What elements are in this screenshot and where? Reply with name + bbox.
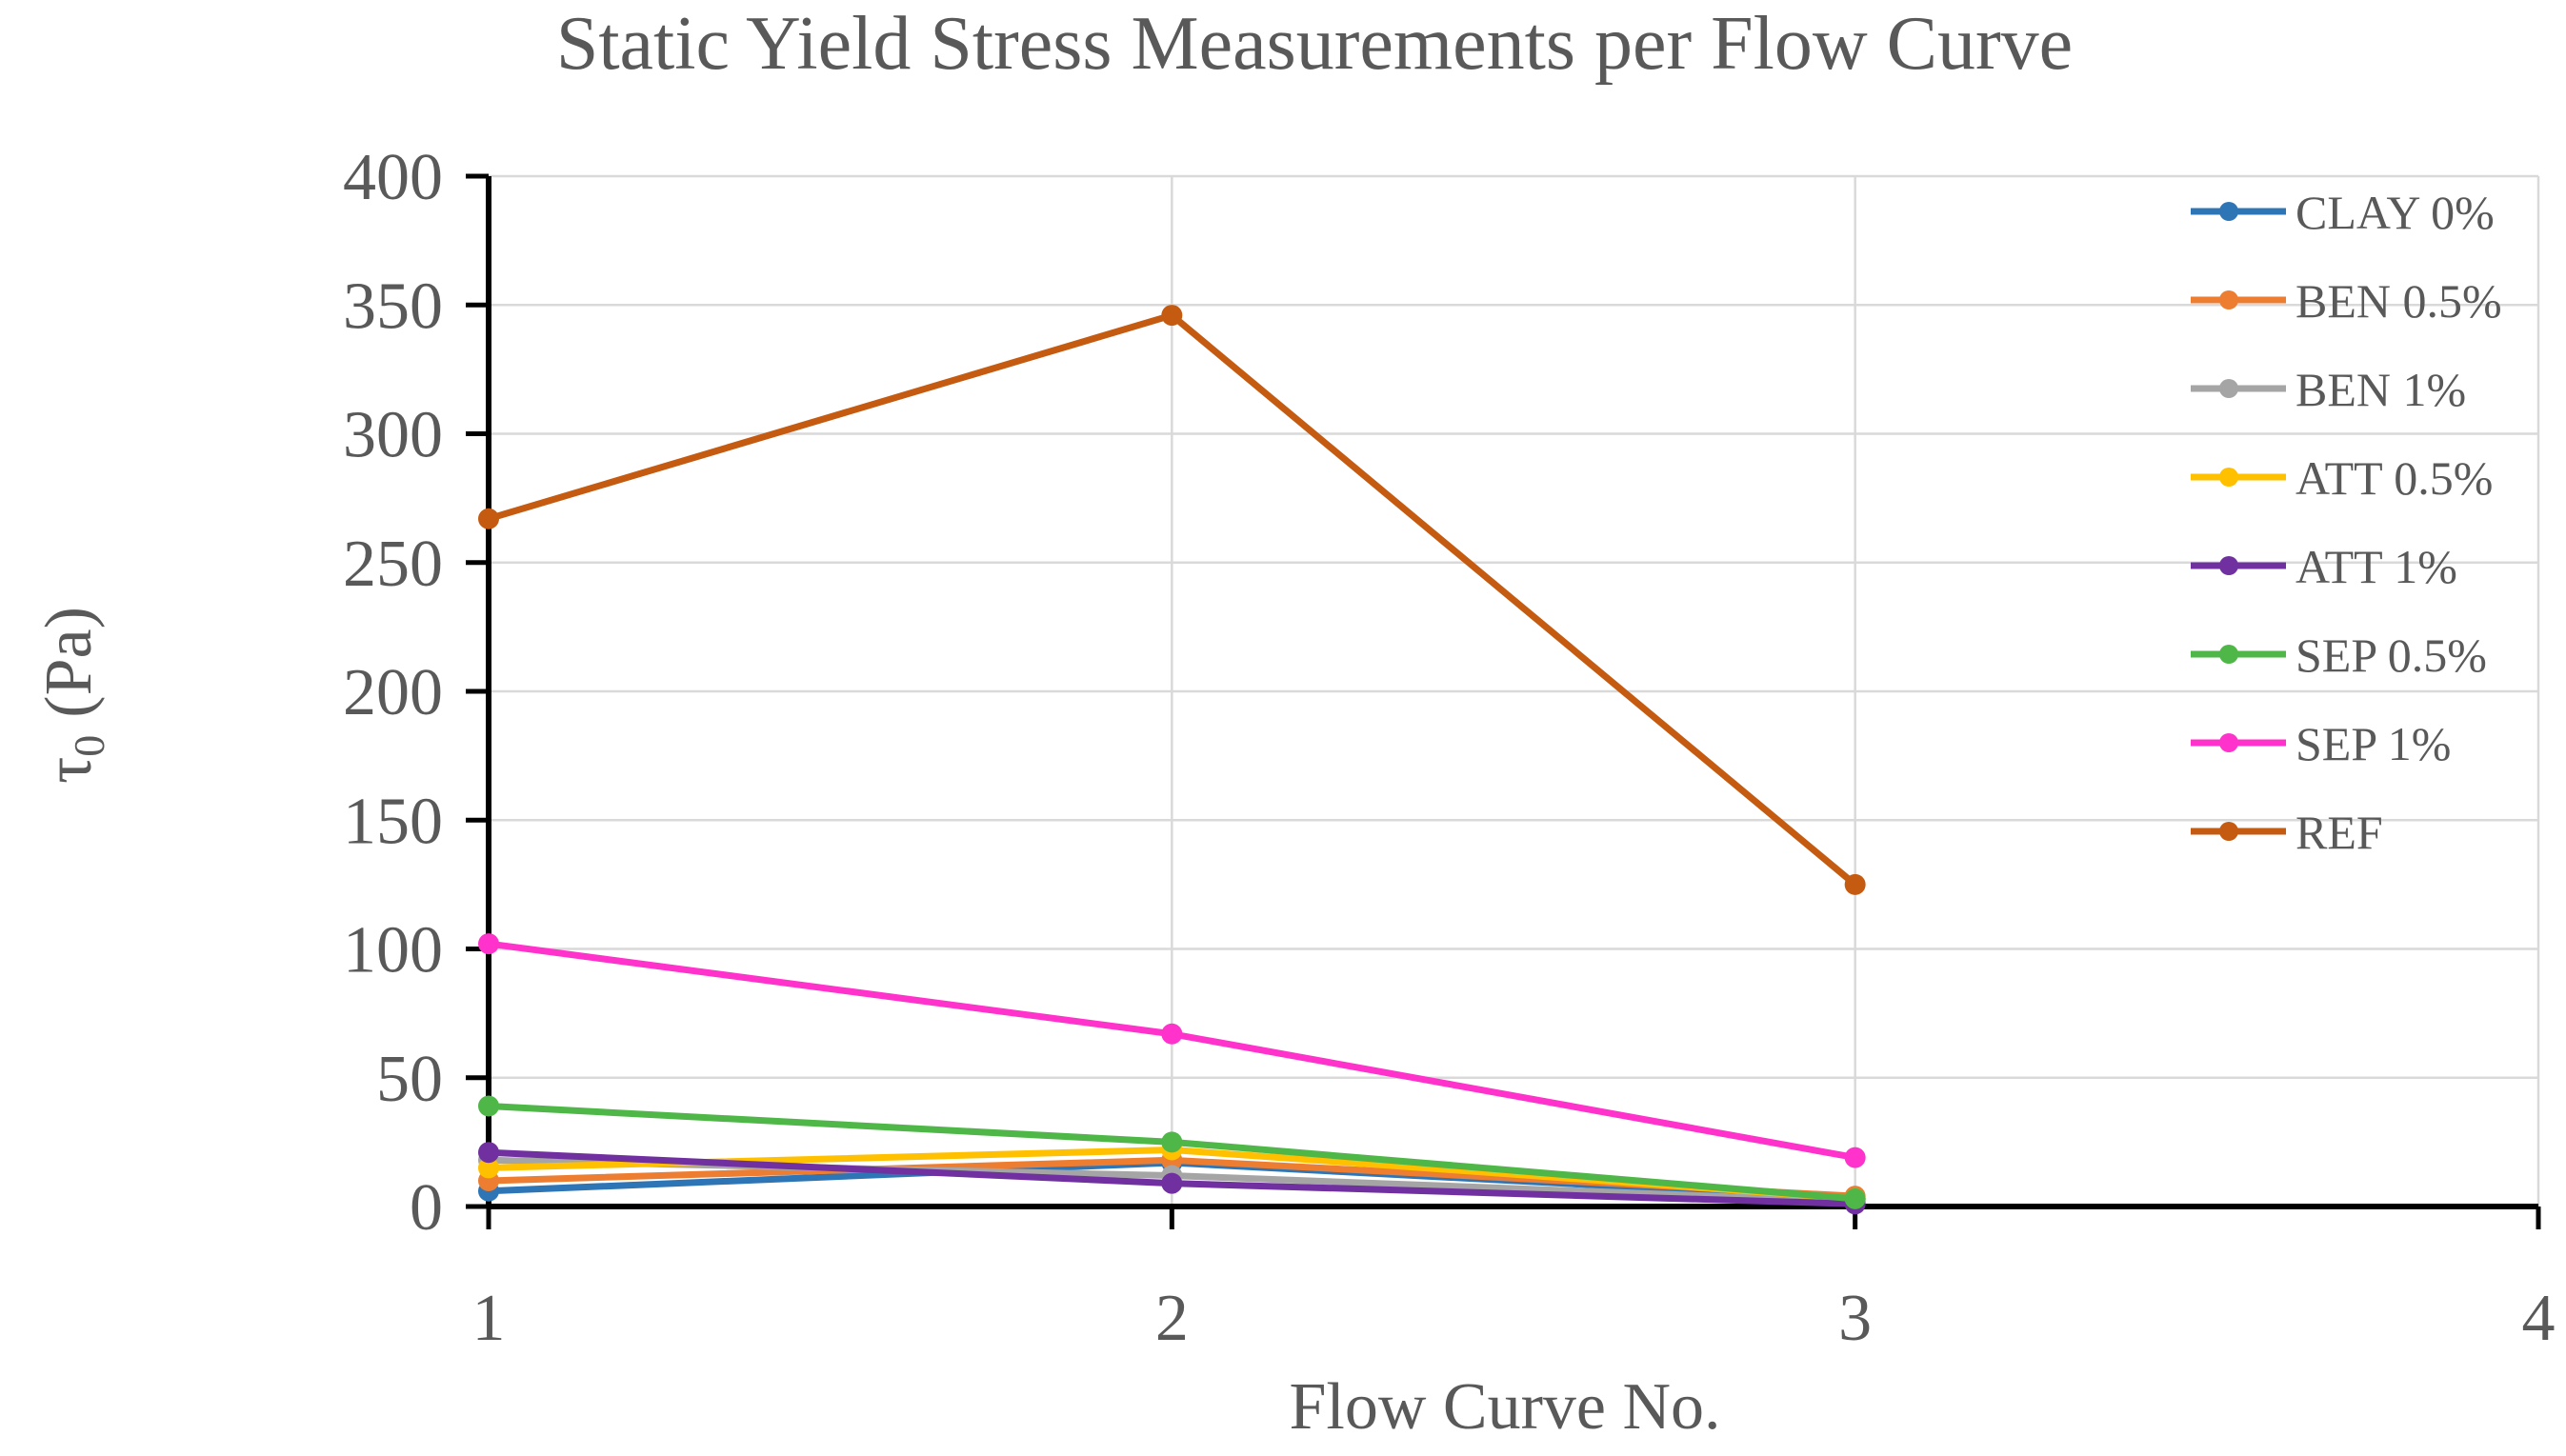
legend-item-att-0-5: ATT 0.5%	[2191, 451, 2493, 505]
y-tick-label-350: 350	[343, 269, 443, 343]
legend-item-ben-0-5: BEN 0.5%	[2191, 274, 2502, 328]
data-point-att-1-2	[1161, 1172, 1183, 1194]
tick-labels: 0 50 100 150 200 250 300 350 400 1 2 3 4	[343, 141, 2556, 1355]
data-point-sep-1-3	[1844, 1147, 1866, 1168]
y-axis-title: τ0 (Pa)	[32, 607, 113, 784]
series-sep-0-5	[478, 1095, 1866, 1209]
x-axis-title: Flow Curve No.	[1289, 1370, 1720, 1444]
data-point-sep-1-2	[1161, 1023, 1183, 1045]
legend-label-ben-0-5: BEN 0.5%	[2295, 274, 2502, 328]
y-tick-label-100: 100	[343, 914, 443, 987]
legend-label-sep-1: SEP 1%	[2295, 717, 2451, 770]
legend-swatch-marker-ben-1	[2219, 379, 2238, 398]
data-point-sep-0-5-3	[1844, 1187, 1866, 1209]
legend-label-att-1: ATT 1%	[2295, 540, 2457, 593]
data-point-ref-3	[1844, 873, 1866, 895]
legend-swatch-marker-att-1	[2219, 556, 2238, 575]
legend-item-ben-1: BEN 1%	[2191, 363, 2466, 416]
y-tick-label-300: 300	[343, 399, 443, 472]
data-point-att-0-5-1	[478, 1157, 499, 1179]
legend-item-sep-1: SEP 1%	[2191, 717, 2451, 770]
y-tick-label-50: 50	[376, 1043, 443, 1116]
y-axis-subscript: 0	[65, 735, 113, 757]
legend: CLAY 0% BEN 0.5% BEN 1% ATT 0.5% ATT 1% SEP 0…	[2191, 186, 2502, 859]
data-point-ref-1	[478, 508, 499, 529]
data-point-sep-0-5-1	[478, 1095, 499, 1117]
legend-swatch-marker-clay-0	[2219, 202, 2238, 221]
y-tick-label-200: 200	[343, 656, 443, 729]
data-point-ref-2	[1161, 305, 1183, 327]
legend-item-ref: REF	[2191, 806, 2383, 859]
y-tick-label-250: 250	[343, 528, 443, 601]
legend-label-att-0-5: ATT 0.5%	[2295, 451, 2493, 505]
y-axis-symbol: τ	[32, 757, 106, 784]
y-axis-unit: (Pa)	[32, 607, 106, 718]
series-ref	[478, 305, 1866, 895]
series-sep-1	[478, 933, 1866, 1168]
y-tick-label-150: 150	[343, 785, 443, 858]
legend-item-clay-0: CLAY 0%	[2191, 186, 2495, 239]
legend-label-ref: REF	[2295, 806, 2383, 859]
legend-swatch-marker-sep-1	[2219, 733, 2238, 752]
legend-swatch-marker-ref	[2219, 822, 2238, 841]
legend-item-att-1: ATT 1%	[2191, 540, 2457, 593]
grid-layer	[489, 174, 2540, 1207]
y-tick-label-0: 0	[410, 1171, 443, 1245]
axes-layer	[466, 173, 2541, 1229]
y-tick-label-400: 400	[343, 141, 443, 214]
x-tick-label-1: 1	[472, 1282, 506, 1355]
x-tick-label-4: 4	[2522, 1282, 2556, 1355]
legend-label-clay-0: CLAY 0%	[2295, 186, 2495, 239]
legend-label-sep-0-5: SEP 0.5%	[2295, 628, 2487, 682]
data-point-sep-1-1	[478, 933, 499, 955]
data-point-sep-0-5-2	[1161, 1131, 1183, 1153]
series-layer	[478, 305, 1866, 1215]
legend-item-sep-0-5: SEP 0.5%	[2191, 628, 2487, 682]
x-tick-label-3: 3	[1838, 1282, 1872, 1355]
series-att-1	[478, 1142, 1866, 1215]
legend-swatch-marker-ben-0-5	[2219, 290, 2238, 309]
x-tick-label-2: 2	[1155, 1282, 1189, 1355]
legend-swatch-marker-sep-0-5	[2219, 645, 2238, 664]
legend-label-ben-1: BEN 1%	[2295, 363, 2466, 416]
data-point-att-1-1	[478, 1142, 499, 1164]
legend-swatch-marker-att-0-5	[2219, 468, 2238, 487]
chart-title: Static Yield Stress Measurements per Flo…	[556, 2, 2073, 86]
